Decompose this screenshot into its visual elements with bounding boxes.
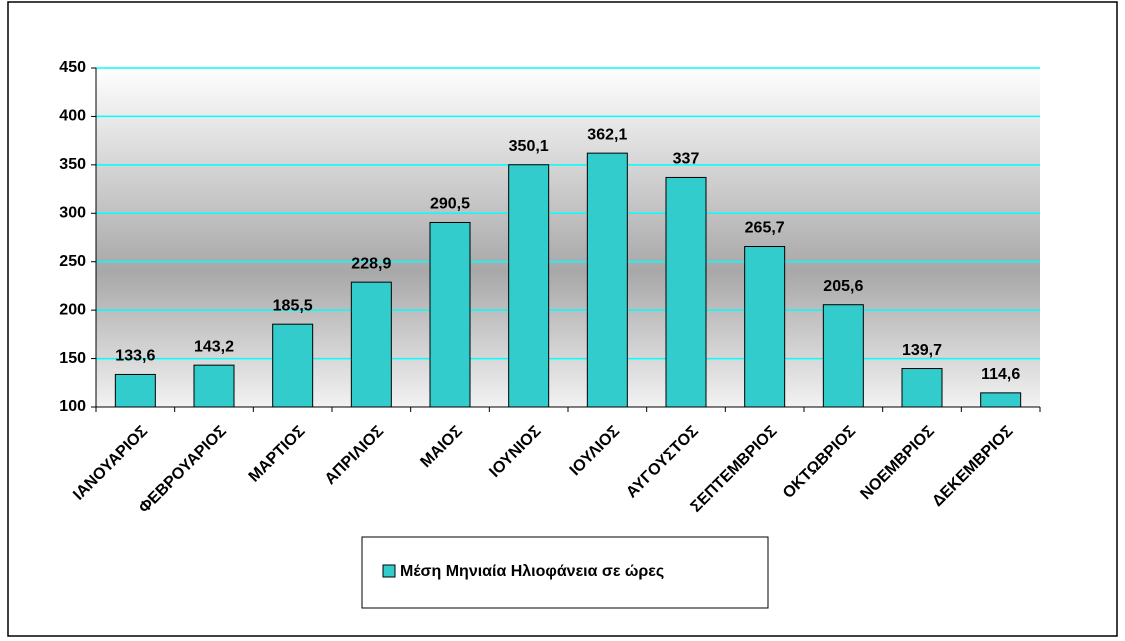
data-label: 350,1 [509,138,549,155]
bar [980,392,1022,408]
data-label: 185,5 [273,297,313,314]
y-tick-label: 200 [59,301,86,318]
y-tick-label: 350 [59,156,86,173]
data-label: 133,6 [115,348,155,365]
bar [114,373,156,408]
bar [744,246,786,408]
legend-label: Μέση Μηνιαία Ηλιοφάνεια σε ώρες [400,563,664,580]
bar [193,364,235,408]
bar [901,368,943,408]
legend-box [361,536,769,609]
data-label: 228,9 [351,255,391,272]
legend-swatch [382,564,396,578]
y-tick-label: 450 [59,59,86,76]
y-tick-label: 150 [59,350,86,367]
data-label: 139,7 [902,342,942,359]
data-label: 143,2 [194,338,234,355]
data-label: 290,5 [430,196,470,213]
bar [429,221,471,408]
bar [508,164,550,408]
bar [350,281,392,408]
y-tick-label: 300 [59,205,86,222]
data-label: 265,7 [745,220,785,237]
data-label: 337 [673,151,700,168]
data-label: 114,6 [981,366,1020,383]
y-tick-label: 100 [59,398,86,415]
bar [822,304,864,408]
plot-area [96,68,1040,407]
data-label: 205,6 [823,278,863,295]
bar [665,176,707,408]
y-tick-label: 400 [59,108,86,125]
y-tick-label: 250 [59,253,86,270]
bar [586,152,628,408]
data-label: 362,1 [587,126,627,143]
bar [272,323,314,408]
